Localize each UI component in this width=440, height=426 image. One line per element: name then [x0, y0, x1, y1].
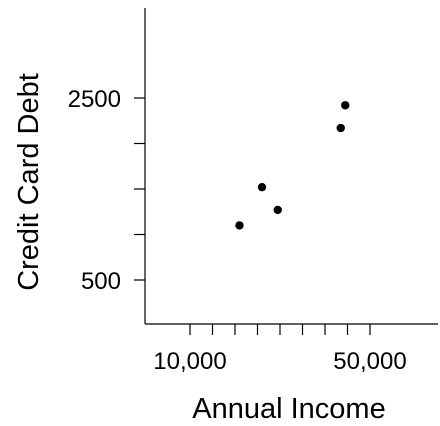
data-point: [341, 101, 350, 110]
data-points: [235, 101, 350, 230]
x-ticks: 10,000 50,000: [153, 324, 407, 375]
y-axis-title: Credit Card Debt: [13, 73, 45, 291]
x-axis-title: Annual Income: [192, 393, 385, 425]
data-point: [336, 123, 345, 133]
x-tick-label: 50,000: [333, 348, 406, 375]
x-tick-label: 10,000: [153, 348, 226, 375]
data-point: [235, 221, 244, 230]
data-point: [273, 205, 282, 215]
data-point: [257, 182, 267, 192]
axes: [144, 8, 438, 325]
y-ticks: 500 2500: [68, 86, 145, 295]
y-tick-label: 2500: [68, 86, 121, 113]
y-tick-label: 500: [81, 268, 121, 295]
